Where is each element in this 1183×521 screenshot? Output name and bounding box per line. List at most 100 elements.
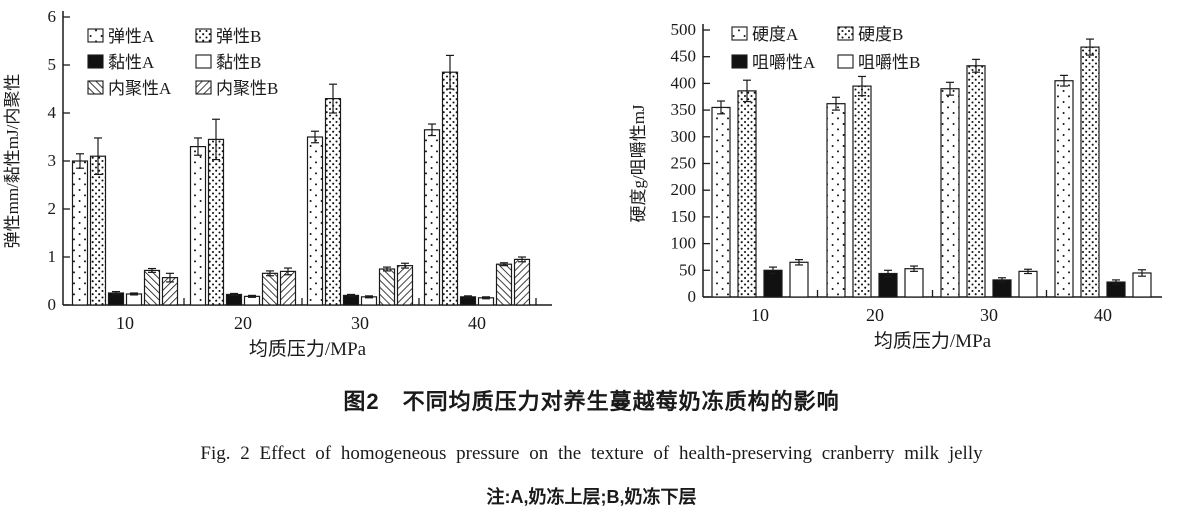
caption-zh: 图2 不同均质压力对养生蔓越莓奶冻质构的影响 [343, 389, 840, 414]
bar-cohesiveness-a-40 [495, 263, 513, 306]
y-axis-title: 硬度g/咀嚼性mJ [629, 104, 648, 222]
y-tick-label: 250 [671, 154, 697, 173]
bar-cohesiveness-a-10 [143, 269, 161, 306]
y-tick-label: 1 [48, 247, 57, 266]
error-bar-chewiness-a-30 [998, 277, 1006, 283]
legend-label-chewiness-b: 咀嚼性B [858, 53, 920, 72]
error-bar-elasticity-a-20 [194, 137, 202, 156]
error-bar-viscosity-b-40 [482, 296, 490, 300]
error-bar-hardness-a-40 [1060, 74, 1068, 87]
x-category-label: 30 [351, 313, 369, 333]
bar-cohesiveness-b-20 [279, 270, 297, 306]
bar-hardness-b-20 [852, 85, 872, 298]
y-tick-label: 500 [671, 20, 697, 39]
error-bar-hardness-a-30 [946, 81, 954, 96]
bar-chewiness-b-20 [904, 268, 924, 298]
y-tick-label: 450 [671, 47, 697, 66]
legend-item-hardness-b: 硬度B [837, 25, 903, 44]
bar-hardness-a-20 [826, 103, 846, 298]
chart-texture-left: 0 1 2 3 4 5 6 10 20 30 40 均质压力/MPa 弹性mm/黏性mJ/内聚性 弹性A 弹… [3, 7, 552, 360]
legend-swatch-hardness-a [731, 26, 748, 41]
bar-cohesiveness-b-40 [513, 258, 531, 306]
error-bar-hardness-b-10 [743, 79, 751, 103]
y-tick-label: 350 [671, 100, 697, 119]
x-category-label: 10 [751, 305, 769, 325]
error-bar-hardness-b-20 [858, 75, 866, 97]
bar-elasticity-b-30 [324, 97, 342, 306]
error-bar-elasticity-b-40 [446, 54, 454, 90]
bar-hardness-b-30 [966, 65, 986, 298]
legend-item-elasticity-a: 弹性A [87, 27, 155, 46]
y-tick-label: 0 [48, 295, 57, 314]
bar-elasticity-b-20 [207, 138, 225, 306]
error-bar-viscosity-a-30 [347, 293, 355, 297]
y-tick-label: 2 [48, 199, 57, 218]
legend-item-viscosity-a: 黏性A [87, 53, 155, 72]
legend-item-chewiness-a: 咀嚼性A [731, 53, 816, 72]
bar-cohesiveness-a-20 [261, 272, 279, 306]
figure-note: 注:A,奶冻上层;B,奶冻下层 [486, 487, 697, 507]
error-bar-chewiness-b-20 [910, 265, 918, 272]
error-bar-cohesiveness-b-40 [518, 256, 526, 263]
bar-hardness-b-40 [1080, 46, 1100, 298]
error-bar-viscosity-a-20 [230, 292, 238, 296]
error-bar-hardness-b-30 [972, 58, 980, 73]
bar-elasticity-a-40 [423, 129, 441, 306]
legend-swatch-elasticity-a [87, 28, 104, 43]
y-tick-label: 6 [48, 7, 57, 26]
x-category-label: 20 [234, 313, 252, 333]
legend-label-hardness-a: 硬度A [752, 25, 799, 44]
legend-item-hardness-a: 硬度A [731, 25, 799, 44]
legend-item-viscosity-b: 黏性B [195, 53, 261, 72]
error-bar-elasticity-a-40 [428, 123, 436, 137]
y-tick-label: 50 [679, 260, 696, 279]
x-category-label: 30 [980, 305, 998, 325]
error-bar-cohesiveness-b-10 [166, 272, 174, 283]
error-bar-viscosity-b-20 [248, 294, 256, 298]
legend-swatch-chewiness-a [731, 54, 748, 69]
legend-swatch-cohesiveness-b [195, 80, 212, 95]
legend-item-elasticity-b: 弹性B [195, 27, 261, 46]
legend-swatch-viscosity-b [195, 54, 212, 69]
bar-elasticity-b-40 [441, 71, 459, 306]
legend-swatch-chewiness-b [837, 54, 854, 69]
bar-elasticity-a-30 [306, 136, 324, 306]
error-bar-elasticity-a-30 [311, 130, 319, 144]
error-bar-cohesiveness-a-30 [383, 266, 391, 272]
legend-label-elasticity-a: 弹性A [108, 27, 155, 46]
bar-chewiness-b-10 [789, 261, 809, 298]
error-bar-elasticity-b-10 [94, 137, 102, 176]
bar-hardness-a-30 [940, 88, 960, 298]
legend-swatch-viscosity-a [87, 54, 104, 69]
error-bar-chewiness-a-40 [1112, 279, 1120, 285]
y-tick-label: 100 [671, 234, 697, 253]
y-tick-label: 3 [48, 151, 57, 170]
y-tick-label: 150 [671, 207, 697, 226]
legend-swatch-hardness-b [837, 26, 854, 41]
bar-elasticity-a-20 [189, 146, 207, 306]
legend-swatch-elasticity-b [195, 28, 212, 43]
bar-hardness-a-40 [1054, 80, 1074, 298]
legend-item-cohesiveness-b: 内聚性B [195, 79, 278, 98]
x-category-label: 40 [468, 313, 486, 333]
y-tick-label: 4 [48, 103, 57, 122]
y-tick-label: 400 [671, 73, 697, 92]
legend-label-cohesiveness-a: 内聚性A [108, 79, 172, 98]
error-bar-cohesiveness-b-30 [401, 262, 409, 269]
error-bar-chewiness-a-10 [769, 266, 777, 275]
error-bar-chewiness-b-30 [1024, 268, 1032, 275]
x-axis-title: 均质压力/MPa [874, 330, 992, 352]
error-bar-elasticity-b-20 [212, 118, 220, 161]
legend-swatch-cohesiveness-a [87, 80, 104, 95]
error-bar-elasticity-b-30 [329, 83, 337, 114]
y-tick-label: 5 [48, 55, 57, 74]
error-bar-chewiness-a-20 [884, 269, 892, 278]
error-bar-hardness-a-10 [717, 100, 725, 115]
error-bar-viscosity-a-40 [464, 295, 472, 299]
error-bar-elasticity-a-10 [76, 153, 84, 169]
x-category-label: 20 [866, 305, 884, 325]
error-bar-hardness-b-40 [1086, 38, 1094, 56]
error-bar-cohesiveness-a-10 [148, 267, 156, 273]
bar-hardness-b-10 [737, 90, 757, 298]
